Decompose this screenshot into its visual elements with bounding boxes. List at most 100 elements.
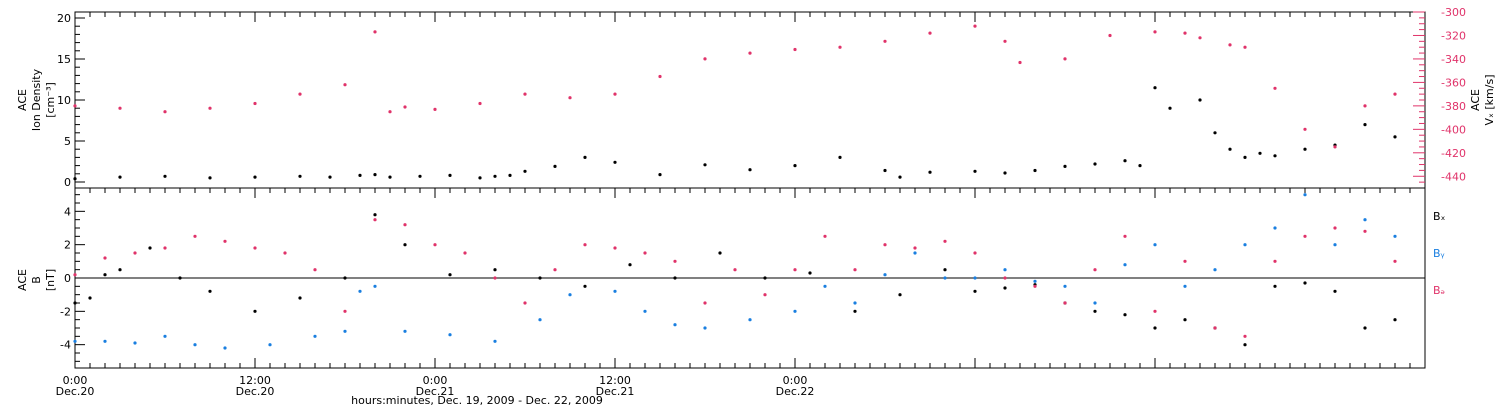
- data-point: [1063, 301, 1067, 305]
- data-point: [73, 301, 77, 305]
- data-point: [118, 175, 122, 179]
- data-point: [1093, 301, 1097, 305]
- data-point: [193, 343, 197, 347]
- data-point: [1228, 43, 1232, 47]
- data-point: [703, 301, 707, 305]
- velocity-tick-label: -440: [1441, 170, 1466, 183]
- data-point: [1198, 98, 1202, 102]
- data-point: [1393, 318, 1397, 322]
- data-point: [883, 168, 887, 173]
- data-point: [1183, 31, 1187, 35]
- data-point: [1303, 147, 1307, 151]
- legend-entry: Bₓ: [1433, 210, 1446, 223]
- data-point: [838, 45, 842, 49]
- data-point: [973, 251, 977, 255]
- data-point: [748, 168, 752, 172]
- time-tick-label: 0:00: [63, 374, 88, 387]
- data-point: [1153, 309, 1157, 313]
- field-tick-label: 2: [64, 239, 71, 252]
- data-point: [1273, 154, 1277, 158]
- data-point: [748, 318, 752, 322]
- data-point: [313, 334, 317, 338]
- data-point: [913, 251, 917, 255]
- data-point: [88, 296, 92, 300]
- data-point: [523, 92, 527, 96]
- data-point: [1138, 164, 1142, 168]
- data-point: [763, 276, 767, 280]
- data-point: [883, 243, 887, 247]
- data-point: [853, 268, 857, 272]
- data-point: [1033, 284, 1037, 288]
- data-point: [613, 246, 617, 250]
- data-point: [718, 251, 722, 255]
- data-point: [1063, 284, 1067, 288]
- data-point: [1108, 33, 1112, 38]
- data-point: [1303, 193, 1307, 197]
- data-point: [298, 296, 302, 300]
- velocity-tick-label: -380: [1441, 100, 1466, 113]
- data-point: [163, 174, 167, 178]
- data-point: [403, 105, 407, 109]
- data-point: [253, 101, 257, 106]
- data-point: [193, 234, 197, 238]
- data-point: [628, 263, 632, 267]
- data-point: [358, 173, 362, 177]
- data-point: [388, 110, 392, 114]
- data-point: [1303, 234, 1307, 238]
- data-point: [898, 175, 902, 179]
- data-point: [433, 107, 437, 111]
- data-point: [1033, 279, 1037, 283]
- data-point: [1393, 259, 1397, 263]
- data-point: [1243, 45, 1247, 49]
- data-point: [1018, 60, 1022, 65]
- data-point: [1333, 243, 1337, 247]
- data-point: [208, 106, 212, 110]
- data-point: [73, 104, 77, 108]
- data-point: [313, 268, 317, 272]
- density-axis-ticks: 0 5 10 15 20: [57, 12, 85, 189]
- data-point: [433, 243, 437, 247]
- data-point: [298, 92, 302, 96]
- top-data-points: [73, 24, 1397, 181]
- density-axis-label-line3: [cm⁻³]: [44, 82, 57, 118]
- data-point: [808, 271, 812, 275]
- data-point: [568, 293, 572, 297]
- data-point: [1123, 234, 1127, 238]
- top-panel-frame: [74, 11, 1426, 189]
- data-point: [133, 341, 137, 345]
- data-point: [523, 169, 527, 173]
- data-point: [1198, 36, 1202, 40]
- field-axis-label-line3: [nT]: [44, 269, 57, 291]
- data-point: [1363, 229, 1367, 233]
- data-point: [373, 30, 377, 34]
- velocity-tick-label: -360: [1441, 76, 1466, 89]
- data-point: [1003, 39, 1007, 43]
- data-point: [1153, 243, 1157, 247]
- data-point: [973, 24, 977, 28]
- data-point: [1153, 326, 1157, 330]
- data-point: [793, 309, 797, 313]
- data-point: [1363, 218, 1367, 222]
- data-point: [703, 163, 707, 167]
- bottom-panel: -4 -2 0 2 4 ACE B [nT] Bₓ Bᵧ Bₔ: [16, 187, 1446, 369]
- data-point: [448, 333, 452, 337]
- data-point: [538, 276, 542, 280]
- data-point: [448, 273, 452, 277]
- data-point: [1363, 326, 1367, 330]
- data-point: [613, 160, 617, 164]
- data-point: [1333, 289, 1337, 293]
- data-point: [613, 92, 617, 96]
- data-point: [1273, 226, 1277, 230]
- legend-entry: Bᵧ: [1433, 247, 1445, 260]
- data-point: [1393, 234, 1397, 238]
- data-point: [943, 268, 947, 272]
- data-point: [1273, 259, 1277, 263]
- data-point: [853, 301, 857, 305]
- data-point: [658, 74, 662, 79]
- data-point: [448, 173, 452, 177]
- data-point: [643, 251, 647, 255]
- data-point: [613, 289, 617, 293]
- data-point: [343, 329, 347, 333]
